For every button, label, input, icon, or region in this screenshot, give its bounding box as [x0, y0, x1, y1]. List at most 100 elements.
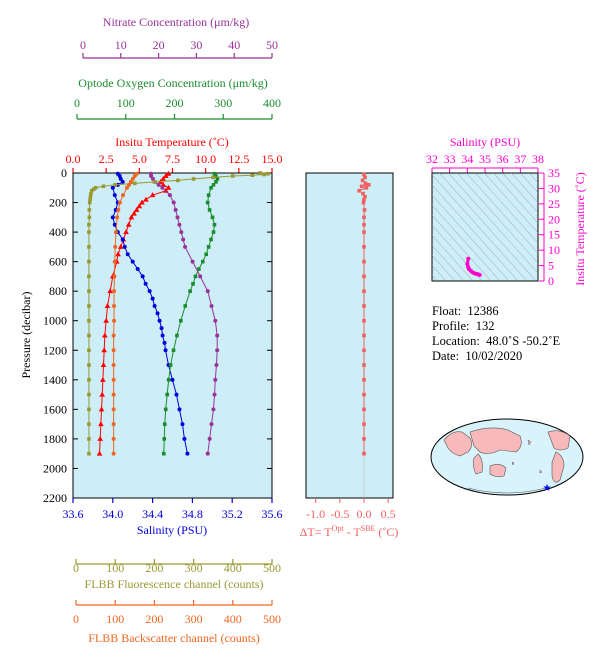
flbb-fluorescence-channel-point: [152, 180, 157, 184]
location-row: Location: 48.0˚S -50.2˚E: [432, 334, 560, 349]
date-value: 10/02/2020: [465, 349, 523, 363]
flbb-fluorescence-channel-point: [231, 174, 235, 178]
delta-t-tick-label: 0.5: [381, 507, 396, 521]
salinity-tick-label: 34.8: [182, 507, 203, 521]
flbb-backscatter-channel-point: [112, 259, 117, 264]
density-contour: [432, 194, 510, 281]
insitu-temperature-point: [104, 302, 111, 308]
insitu-temperature-point: [100, 362, 107, 368]
flbb-fluorescence-channel-line: [88, 172, 269, 454]
optode-oxygen-concentration-point: [214, 174, 218, 178]
ts-point: [466, 256, 471, 261]
pressure-tick-label: 600: [49, 255, 67, 269]
nitrate-concentration-point: [160, 185, 165, 190]
pressure-tick-label: 400: [49, 225, 67, 239]
nitrate-concentration-line: [150, 173, 218, 454]
insitu-temperature-point: [163, 172, 169, 178]
float-info: Float: 12386 Profile: 132 Location: 48.0…: [432, 304, 560, 364]
backscatter-axis-label: FLBB Backscatter channel (counts): [88, 631, 260, 645]
flbb-fluorescence-channel-point: [87, 407, 91, 412]
salinity-point: [112, 193, 117, 198]
flbb-fluorescence-channel-point: [91, 187, 96, 192]
ts-point: [465, 262, 470, 267]
float-location-marker: ★: [543, 483, 552, 494]
nitrate-concentration-point: [175, 215, 180, 220]
nitrate-concentration-point: [181, 237, 186, 242]
flbb-fluorescence-channel-point: [87, 363, 91, 367]
density-contour: [432, 174, 528, 281]
salinity-point: [110, 185, 115, 190]
temperature-tick-label: 15.0: [262, 152, 283, 166]
optode-oxygen-concentration-point: [215, 177, 220, 181]
flbb-backscatter-channel-point: [111, 392, 116, 397]
ts-salinity-axis: 32 33 34 35 36 37 38: [426, 152, 544, 173]
t-point: [362, 392, 366, 397]
insitu-temperature-point: [131, 210, 137, 216]
flbb-fluorescence-channel-point: [87, 333, 91, 338]
salinity-point: [152, 303, 157, 308]
density-contour: [475, 173, 538, 244]
ts-temperature-tick-label: 0: [548, 274, 554, 288]
flbb-fluorescence-channel-point: [88, 194, 93, 199]
flbb-backscatter-channel-point: [112, 274, 117, 279]
t-point: [367, 183, 371, 187]
insitu-temperature-point: [163, 187, 169, 193]
salinity-point: [177, 407, 182, 412]
nitrate-concentration-point: [209, 303, 214, 308]
insitu-temperature-point: [160, 175, 167, 181]
ts-temperature-tick-label: 20: [548, 212, 560, 226]
density-contour: [432, 204, 501, 281]
flbb-backscatter-channel-point: [111, 377, 116, 382]
optode-oxygen-concentration-point: [205, 200, 210, 205]
fluorescence-tick-label: 300: [185, 561, 203, 575]
nitrate-concentration-point: [211, 407, 216, 412]
delta-t-tick-label: 0.0: [357, 507, 372, 521]
optode-oxygen-concentration-point: [191, 281, 195, 286]
delta-t-axis-label: ΔT= TOpt - TSBE (˚C): [300, 524, 399, 539]
insitu-temperature-point: [100, 376, 106, 382]
backscatter-tick-label: 200: [145, 612, 163, 626]
optode-oxygen-concentration-point: [209, 237, 213, 242]
t-point: [363, 194, 367, 199]
optode-oxygen-concentration-point: [214, 180, 218, 184]
salinity-axis: 33.6 34.0 34.4 34.8 35.2 35.6 Salinity (PSU): [63, 498, 283, 537]
salinity-tick-label: 35.2: [222, 507, 243, 521]
optode-oxygen-concentration-point: [171, 348, 176, 353]
density-contour: [439, 173, 537, 281]
salinity-tick-label: 34.0: [102, 507, 123, 521]
optode-oxygen-concentration-point: [207, 208, 212, 212]
flbb-fluorescence-channel-point: [113, 183, 117, 187]
oxygen-tick-label: 400: [263, 96, 281, 110]
ts-points: [465, 256, 482, 277]
salinity-point: [162, 340, 167, 345]
temperature-tick-label: 10.0: [195, 152, 216, 166]
optode-oxygen-concentration-point: [162, 437, 167, 441]
ts-salinity-tick-label: 32: [426, 152, 438, 166]
nitrate-concentration-point: [167, 193, 172, 198]
date-row: Date: 10/02/2020: [432, 349, 560, 364]
insitu-temperature-point: [125, 221, 132, 227]
flbb-backscatter-channel-point: [117, 200, 122, 205]
optode-oxygen-concentration-point: [206, 193, 211, 197]
nitrate-concentration-point: [198, 274, 203, 279]
optode-oxygen-concentration-point: [210, 215, 215, 220]
t-point: [362, 197, 366, 202]
flbb-fluorescence-channel-point: [87, 289, 91, 293]
ts-salinity-tick-label: 34: [461, 152, 473, 166]
optode-oxygen-concentration-point: [179, 318, 183, 323]
ts-diagram-area: [431, 172, 539, 282]
nitrate-concentration-point: [215, 348, 220, 353]
salinity-tick-label: 35.6: [262, 507, 283, 521]
temperature-axis-label: Insitu Temperature (˚C): [115, 135, 229, 149]
nitrate-axis-label: Nitrate Concentration (μm/kg): [103, 15, 249, 29]
backscatter-tick-label: 400: [224, 612, 242, 626]
pressure-tick-label: 800: [49, 284, 67, 298]
t-point: [357, 188, 361, 193]
t-point: [362, 245, 366, 249]
flbb-fluorescence-channel-point: [87, 222, 91, 227]
t-point: [362, 451, 366, 456]
fluorescence-axis-label: FLBB Fluorescence channel (counts): [85, 577, 264, 591]
insitu-temperature-point: [133, 206, 140, 212]
insitu-temperature-point: [128, 214, 135, 220]
